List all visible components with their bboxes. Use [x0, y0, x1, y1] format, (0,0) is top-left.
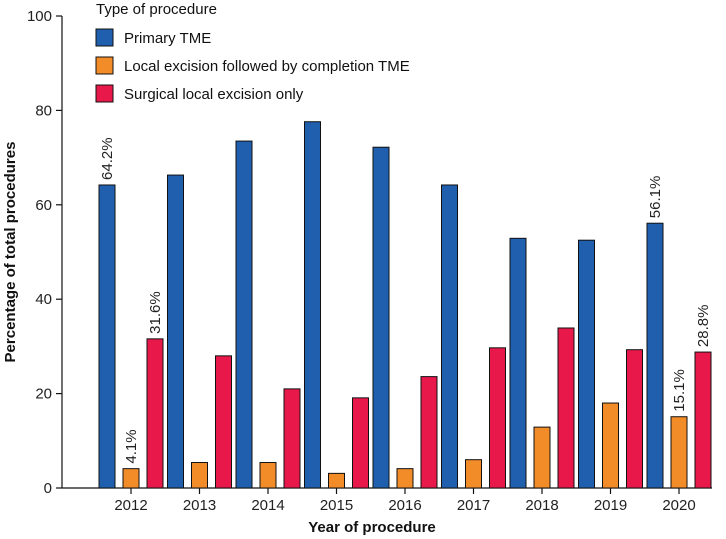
- bar-surgical-local-excision-only-2014: [283, 388, 301, 489]
- bar-surgical-local-excision-only-2020: [694, 351, 712, 489]
- legend-entry: Local excision followed by completion TM…: [124, 58, 410, 75]
- legend-entry: Surgical local excision only: [124, 86, 304, 103]
- bars: [98, 121, 712, 489]
- y-tick-label: 40: [35, 291, 52, 308]
- bar-surgical-local-excision-only-2012: [146, 338, 164, 489]
- bar-primary-tme-2019: [578, 239, 595, 489]
- bar-surgical-local-excision-only-2019: [626, 349, 643, 489]
- bar-local-excision-followed-by-completion-tme-2013: [191, 462, 208, 489]
- bar-primary-tme-2015: [304, 121, 321, 489]
- bar-primary-tme-2012: [98, 184, 116, 489]
- data-label: 31.6%: [147, 291, 164, 334]
- y-tick-label: 0: [44, 480, 52, 497]
- bar-primary-tme-2018: [509, 237, 527, 489]
- bar-local-excision-followed-by-completion-tme-2019: [602, 402, 619, 489]
- bar-surgical-local-excision-only-2015: [352, 397, 369, 489]
- data-label: 56.1%: [647, 176, 664, 219]
- x-tick-label: 2015: [320, 497, 353, 514]
- legend: Type of procedure Primary TME Local excisi…: [95, 1, 410, 103]
- bar-local-excision-followed-by-completion-tme-2020: [670, 416, 688, 489]
- x-tick-label: 2012: [114, 497, 147, 514]
- y-tick-label: 20: [35, 386, 52, 403]
- y-axis-title: Percentage of total procedures: [2, 142, 19, 363]
- x-axis-title: Year of procedure: [308, 519, 436, 536]
- bar-local-excision-followed-by-completion-tme-2017: [465, 459, 482, 489]
- data-label: 64.2%: [99, 137, 116, 180]
- legend-title: Type of procedure: [96, 1, 217, 18]
- bar-primary-tme-2017: [441, 184, 458, 489]
- y-tick-label: 80: [35, 102, 52, 119]
- x-axis: 2012 2013 2014 2015 2016 2017 2018 2019 2020: [62, 487, 712, 514]
- data-label: 28.8%: [695, 305, 712, 348]
- bar-surgical-local-excision-only-2013: [215, 355, 232, 489]
- y-tick-label: 100: [27, 8, 52, 25]
- x-tick-label: 2019: [594, 497, 627, 514]
- x-tick-label: 2013: [183, 497, 216, 514]
- bar-surgical-local-excision-only-2016: [420, 376, 438, 489]
- bar-local-excision-followed-by-completion-tme-2014: [259, 462, 277, 489]
- data-labels: 64.2% 4.1% 31.6% 56.1% 15.1% 28.8%: [99, 137, 712, 463]
- data-label: 15.1%: [671, 369, 688, 412]
- x-tick-label: 2017: [457, 497, 490, 514]
- bar-surgical-local-excision-only-2018: [557, 327, 575, 489]
- bar-local-excision-followed-by-completion-tme-2012: [122, 468, 140, 489]
- data-label: 4.1%: [123, 429, 140, 463]
- legend-entry: Primary TME: [124, 30, 211, 47]
- legend-swatch: [95, 28, 114, 47]
- x-tick-label: 2018: [525, 497, 558, 514]
- bar-primary-tme-2016: [372, 146, 390, 489]
- bar-local-excision-followed-by-completion-tme-2016: [396, 468, 414, 489]
- y-axis: 0 20 40 60 80 100: [27, 8, 63, 497]
- legend-swatch: [95, 84, 114, 103]
- x-tick-label: 2014: [251, 497, 284, 514]
- bar-local-excision-followed-by-completion-tme-2015: [328, 472, 345, 489]
- x-tick-label: 2016: [388, 497, 421, 514]
- bar-primary-tme-2020: [646, 222, 664, 489]
- legend-swatch: [95, 56, 114, 75]
- bar-primary-tme-2013: [167, 174, 184, 489]
- bar-primary-tme-2014: [235, 140, 253, 489]
- x-tick-label: 2020: [662, 497, 695, 514]
- y-tick-label: 60: [35, 197, 52, 214]
- bar-surgical-local-excision-only-2017: [489, 347, 506, 489]
- bar-local-excision-followed-by-completion-tme-2018: [533, 426, 551, 489]
